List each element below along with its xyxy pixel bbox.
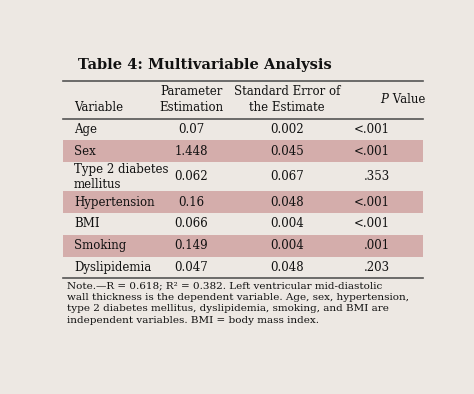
Text: Standard Error of
the Estimate: Standard Error of the Estimate <box>234 85 340 114</box>
Text: 0.066: 0.066 <box>174 217 209 230</box>
Text: 0.149: 0.149 <box>175 239 208 252</box>
Text: Note.—R = 0.618; R² = 0.382. Left ventricular mid-diastolic
wall thickness is th: Note.—R = 0.618; R² = 0.382. Left ventri… <box>66 281 409 325</box>
Text: 0.062: 0.062 <box>175 170 208 183</box>
Bar <box>63 119 423 140</box>
Text: Hypertension: Hypertension <box>74 195 155 208</box>
Text: .353: .353 <box>364 170 390 183</box>
Text: Value: Value <box>389 93 426 106</box>
Text: <.001: <.001 <box>354 123 390 136</box>
Bar <box>63 162 423 191</box>
Text: 0.16: 0.16 <box>178 195 205 208</box>
Text: <.001: <.001 <box>354 195 390 208</box>
Text: Parameter
Estimation: Parameter Estimation <box>159 85 224 114</box>
Text: BMI: BMI <box>74 217 100 230</box>
Text: 0.004: 0.004 <box>270 217 304 230</box>
Bar <box>63 50 423 81</box>
Text: 0.067: 0.067 <box>270 170 304 183</box>
Text: 0.048: 0.048 <box>270 261 304 274</box>
Text: 1.448: 1.448 <box>175 145 208 158</box>
Text: 0.045: 0.045 <box>270 145 304 158</box>
Bar <box>63 191 423 213</box>
Text: .001: .001 <box>364 239 390 252</box>
Bar <box>63 256 423 279</box>
Text: Dyslipidemia: Dyslipidemia <box>74 261 151 274</box>
Text: <.001: <.001 <box>354 145 390 158</box>
Text: <.001: <.001 <box>354 217 390 230</box>
Bar <box>63 235 423 256</box>
Text: Table 4: Multivariable Analysis: Table 4: Multivariable Analysis <box>78 58 331 72</box>
Bar <box>63 81 423 119</box>
Text: P: P <box>380 93 388 106</box>
Text: 0.07: 0.07 <box>178 123 205 136</box>
Text: Variable: Variable <box>74 101 123 114</box>
Text: 0.048: 0.048 <box>270 195 304 208</box>
Bar <box>63 140 423 162</box>
Text: 0.002: 0.002 <box>270 123 304 136</box>
Text: 0.047: 0.047 <box>174 261 209 274</box>
Bar <box>63 213 423 235</box>
Text: .203: .203 <box>364 261 390 274</box>
Text: Smoking: Smoking <box>74 239 126 252</box>
Text: 0.004: 0.004 <box>270 239 304 252</box>
Text: Type 2 diabetes
mellitus: Type 2 diabetes mellitus <box>74 163 168 191</box>
Text: Sex: Sex <box>74 145 96 158</box>
Text: Age: Age <box>74 123 97 136</box>
